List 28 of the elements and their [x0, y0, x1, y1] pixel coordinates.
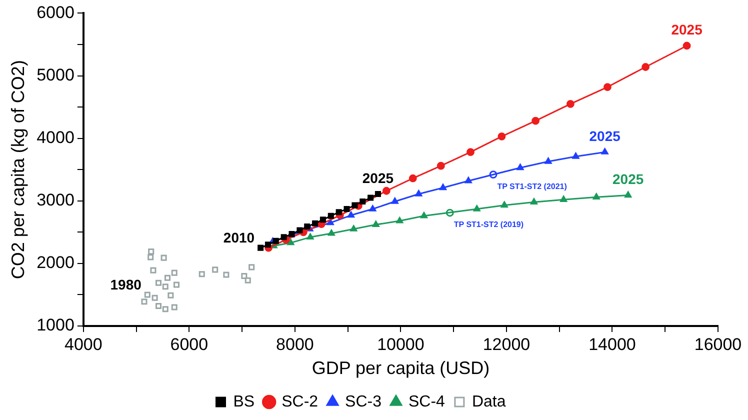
legend-label: BS [233, 393, 255, 410]
x-tick-label: 12000 [482, 334, 530, 354]
legend-label: SC-3 [345, 393, 382, 410]
annotation: 2025 [589, 128, 621, 144]
annotation: 2025 [362, 170, 394, 186]
x-tick-label: 14000 [588, 334, 636, 354]
y-tick-label: 6000 [36, 2, 74, 22]
y-tick-label: 3000 [36, 190, 74, 210]
annotation: 2010 [223, 230, 255, 246]
y-tick-label: 1000 [36, 316, 74, 335]
x-tick-label: 8000 [276, 334, 314, 354]
y-tick-label: 4000 [36, 128, 74, 148]
annotation: TP ST1-ST2 (2021) [497, 182, 568, 191]
x-axis-title: GDP per capita (USD) [312, 358, 490, 378]
annotation: 2025 [671, 22, 703, 38]
x-tick-label: 4000 [64, 334, 102, 354]
annotation: TP ST1-ST2 (2019) [454, 220, 524, 229]
y-tick-label: 5000 [36, 65, 74, 84]
y-axis-title: CO2 per capita (kg of CO2) [8, 60, 28, 280]
annotation: 2025 [612, 171, 644, 188]
y-tick-label: 2000 [36, 253, 74, 272]
legend-label: Data [472, 393, 506, 410]
annotation: 1980 [110, 276, 142, 293]
legend-label: SC-2 [282, 393, 318, 410]
x-tick-label: 6000 [170, 334, 208, 354]
x-tick-label: 10000 [377, 334, 424, 354]
legend-label: SC-4 [408, 393, 446, 410]
x-tick-label: 16000 [694, 334, 742, 354]
